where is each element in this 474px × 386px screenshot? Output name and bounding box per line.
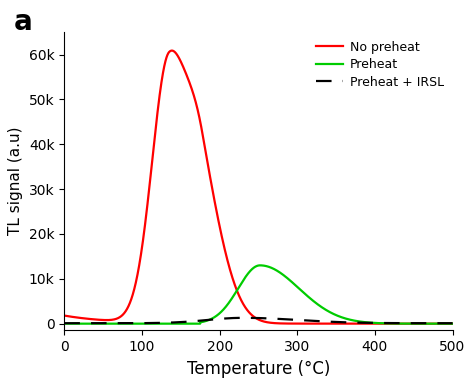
Preheat + IRSL — [450, 321, 456, 325]
Preheat + IRSL — [106, 321, 111, 325]
Legend: No preheat, Preheat, Preheat + IRSL: No preheat, Preheat, Preheat + IRSL — [313, 38, 447, 91]
Preheat — [257, 263, 263, 267]
No preheat — [62, 313, 67, 318]
Y-axis label: TL signal (a.u): TL signal (a.u) — [9, 127, 23, 235]
No preheat — [228, 268, 233, 273]
Line: Preheat + IRSL: Preheat + IRSL — [64, 318, 453, 323]
Preheat + IRSL — [210, 317, 216, 322]
No preheat — [129, 296, 135, 300]
Preheat — [129, 321, 135, 326]
Line: No preheat: No preheat — [64, 51, 453, 323]
Preheat — [210, 316, 216, 320]
No preheat — [106, 318, 111, 322]
Preheat — [401, 321, 406, 326]
No preheat — [442, 321, 448, 326]
X-axis label: Temperature (°C): Temperature (°C) — [187, 360, 330, 378]
Preheat — [442, 321, 448, 326]
No preheat — [210, 192, 216, 197]
No preheat — [401, 321, 406, 326]
Preheat + IRSL — [129, 321, 135, 325]
Preheat + IRSL — [401, 321, 406, 325]
No preheat — [169, 48, 175, 53]
Preheat — [227, 299, 233, 303]
Preheat + IRSL — [240, 315, 246, 320]
Preheat + IRSL — [442, 321, 448, 325]
Preheat — [106, 321, 111, 326]
Preheat + IRSL — [227, 316, 233, 320]
No preheat — [450, 321, 456, 326]
Preheat — [62, 321, 67, 326]
Preheat + IRSL — [62, 321, 67, 325]
Line: Preheat: Preheat — [64, 265, 453, 323]
Text: a: a — [14, 8, 33, 36]
Preheat — [450, 321, 456, 326]
